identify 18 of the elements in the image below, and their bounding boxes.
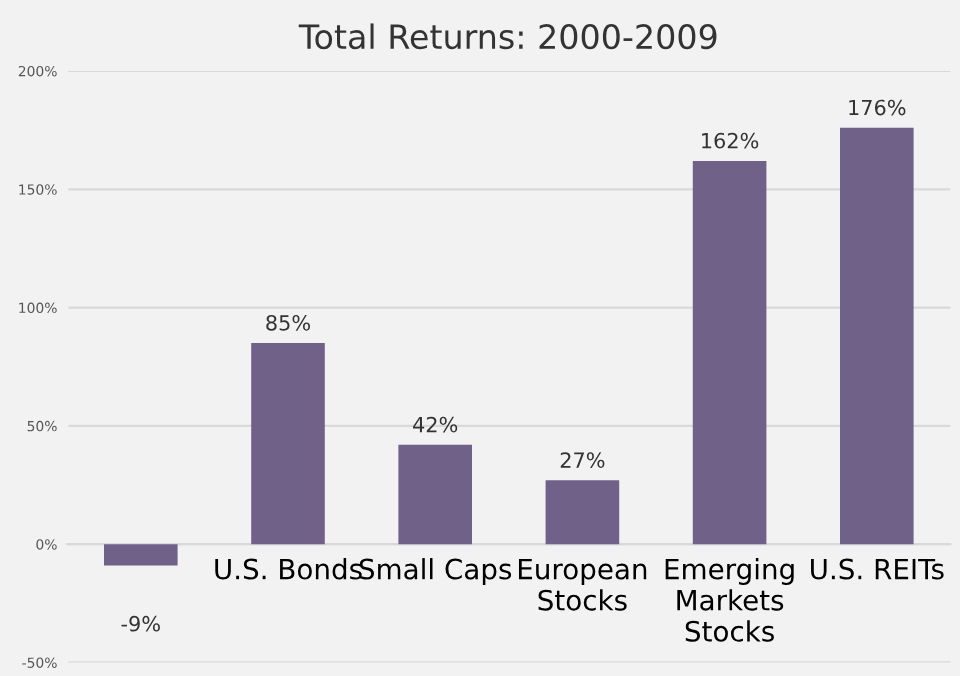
x-tick-label: Small Caps [359, 558, 512, 585]
data-label: 176% [849, 99, 906, 116]
x-tick-label: U.S. Bonds [215, 558, 362, 580]
bar [840, 127, 914, 545]
data-label: 85% [266, 314, 310, 331]
x-tick-label: U.S. REITs [811, 558, 944, 580]
data-label: 27% [560, 452, 605, 468]
x-tick-label: European Stocks [518, 558, 647, 611]
bar [692, 160, 767, 545]
bar [398, 444, 472, 545]
data-label: -9% [121, 615, 160, 632]
bar [251, 343, 325, 545]
chart-title: Total Returns: 2000-2009 [298, 23, 717, 50]
data-label: 162% [702, 132, 759, 149]
x-tick-label: Emerging Markets Stocks [665, 558, 794, 642]
bar [545, 480, 620, 545]
bar [104, 544, 178, 566]
data-label: 42% [413, 416, 458, 433]
